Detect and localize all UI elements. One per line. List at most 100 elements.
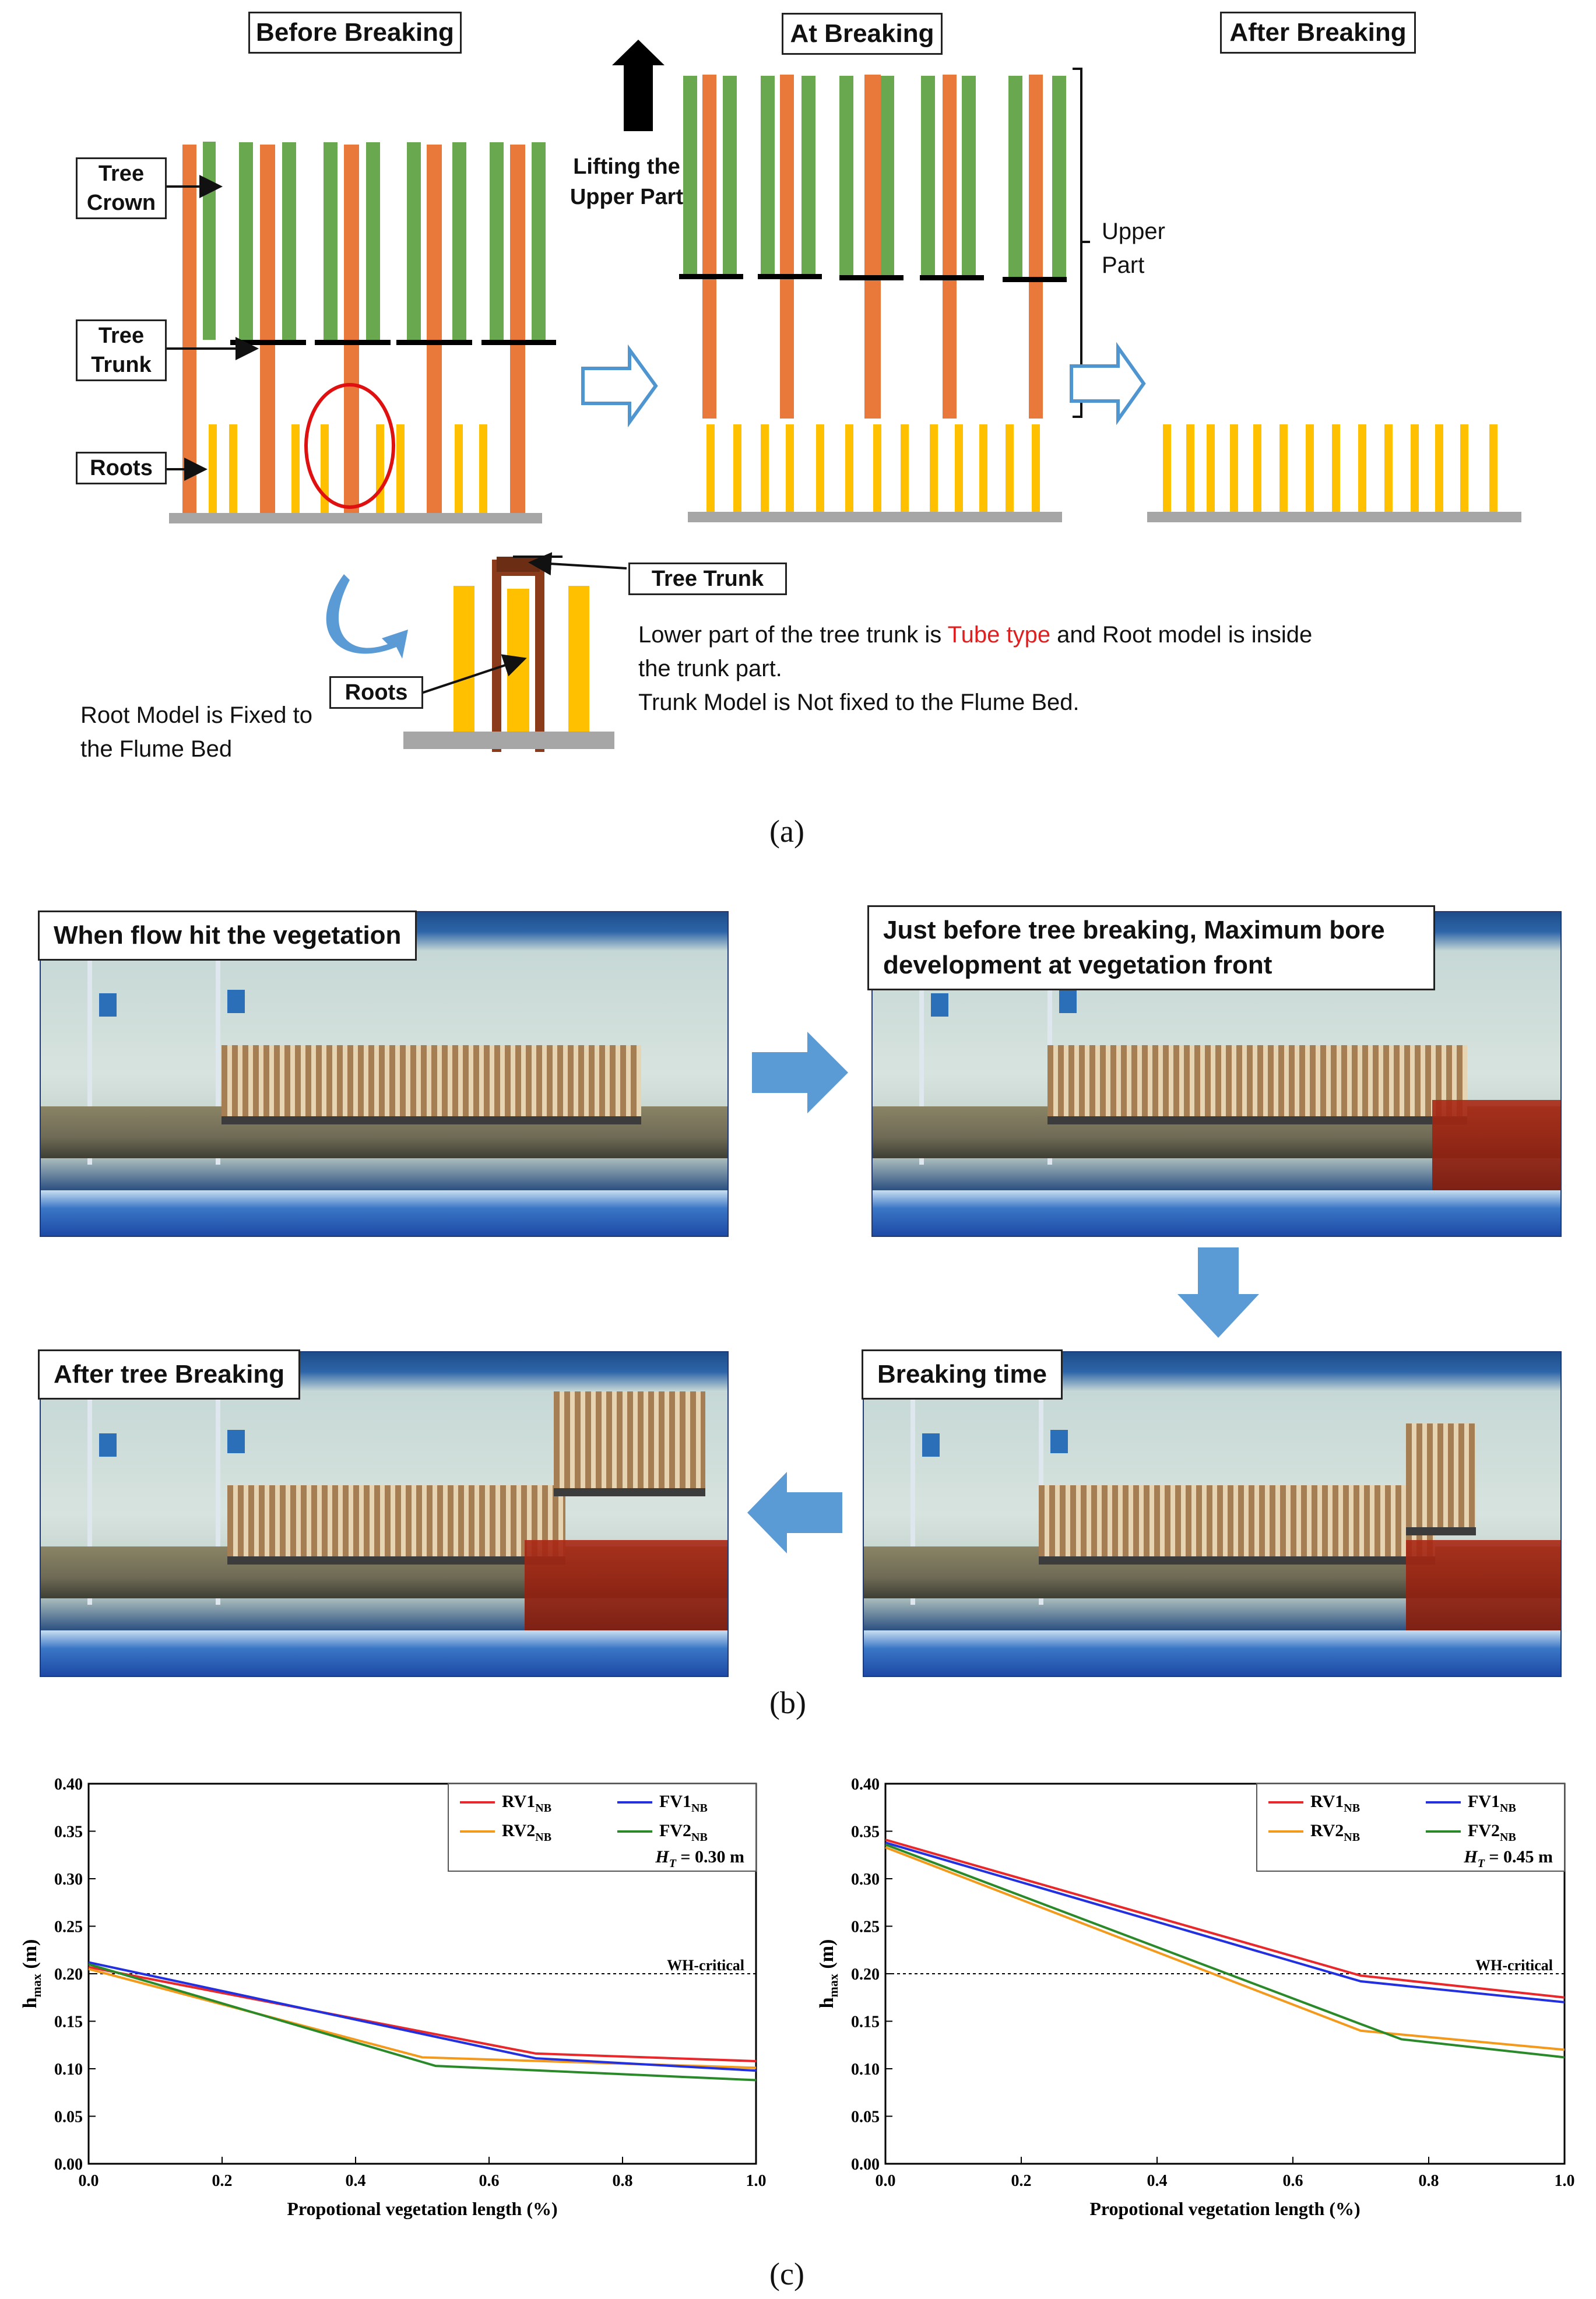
title-at-breaking: At Breaking: [782, 13, 943, 55]
y-tick-label: 0.30: [54, 1871, 83, 1889]
series-line-fv2: [88, 1963, 757, 2082]
caption-a: (a): [769, 814, 804, 849]
note-root-fixed: Root Model is Fixed to the Flume Bed: [80, 702, 312, 762]
y-tick-label: 0.10: [851, 2061, 880, 2079]
x-tick-label: 0.0: [79, 2172, 99, 2190]
crown-6: [407, 142, 421, 340]
series-line-fv1: [885, 1841, 1565, 2003]
y-tick-label: 0.20: [851, 1966, 880, 1984]
chart-right: 0.00 0.05 0.10 0.15 0.20 0.25 0.30 0.35 0.40 0.0 0…: [816, 1776, 1575, 2219]
before-breaking-diagram: [166, 142, 556, 523]
note-tube-type: Lower part of the tree trunk is Tube typ…: [638, 618, 1513, 719]
crown-5: [366, 142, 380, 340]
x-tick-label: 1.0: [746, 2172, 767, 2190]
series-line-rv2: [885, 1846, 1565, 2051]
photo-after-breaking: [40, 1351, 729, 1677]
curved-arrow-icon: [326, 574, 408, 659]
break-line-1: [230, 340, 306, 345]
y-tick-label: 0.25: [54, 1918, 83, 1936]
reference-label: WH-critical: [1475, 1957, 1553, 1974]
flume-bed-at: [688, 512, 1062, 522]
label-breaking-time: Breaking time: [862, 1349, 1063, 1400]
break-line-4: [481, 340, 556, 345]
trunk-3: [344, 145, 359, 513]
y-tick-label: 0.15: [54, 2013, 83, 2031]
upper-part-bracket: [1073, 68, 1090, 418]
detail-diagram: [326, 552, 627, 752]
note-line3: Trunk Model is Not fixed to the Flume Be…: [638, 690, 1080, 715]
sequence-arrows: [747, 1032, 1259, 1553]
crown-2: [239, 142, 253, 340]
note-line1-post: and Root model is inside: [1050, 622, 1313, 648]
schematic-diagram: [166, 40, 1521, 752]
photo-breaking-time: [863, 1351, 1562, 1677]
x-tick-label: 0.4: [1147, 2172, 1168, 2190]
height-annotation: HT = 0.45 m: [1463, 1847, 1553, 1870]
label-tree-crown: Tree Crown: [76, 157, 167, 219]
y-tick-label: 0.05: [54, 2108, 83, 2126]
label-upper-part: Upper Part: [1102, 219, 1165, 278]
label-roots-detail: Roots: [329, 676, 423, 709]
note-highlight: Tube type: [947, 622, 1051, 648]
x-tick-label: 0.6: [1283, 2172, 1303, 2190]
y-tick-label: 0.30: [851, 1871, 880, 1889]
caption-c: (c): [769, 2256, 804, 2291]
x-tick-label: 0.6: [479, 2172, 500, 2190]
caption-b: (b): [769, 1685, 806, 1720]
x-axis-label: Propotional vegetation length (%): [1089, 2198, 1360, 2219]
y-tick-label: 0.35: [54, 1823, 83, 1841]
legend-label-fv1: FV1NB: [1468, 1792, 1516, 1815]
y-tick-label: 0.10: [54, 2061, 83, 2079]
trunk-1: [182, 145, 196, 513]
crown-3: [282, 142, 296, 340]
series-line-rv1: [885, 1839, 1565, 1999]
label-tree-trunk-detail: Tree Trunk: [628, 563, 787, 595]
label-flow-hit: When flow hit the vegetation: [38, 911, 417, 961]
series-line-fv1: [88, 1961, 757, 2072]
x-tick-label: 0.2: [1011, 2172, 1032, 2190]
height-annotation: HT = 0.30 m: [655, 1847, 744, 1870]
arrow-right-icon: [752, 1032, 848, 1113]
lift-arrow-icon: [612, 40, 665, 131]
y-tick-label: 0.20: [54, 1966, 83, 1984]
after-breaking-diagram: [1147, 424, 1521, 522]
y-tick-label: 0.40: [851, 1776, 880, 1794]
roots-before: [209, 424, 487, 513]
break-line-3: [396, 340, 472, 345]
y-tick-label: 0.35: [851, 1823, 880, 1841]
trunk-4: [427, 145, 442, 513]
arrow-left-icon: [747, 1472, 842, 1553]
label-tree-trunk: Tree Trunk: [76, 319, 167, 381]
crown-7: [452, 142, 466, 340]
x-tick-label: 0.8: [1419, 2172, 1439, 2190]
y-tick-label: 0.00: [851, 2156, 880, 2174]
flume-bed-detail: [403, 732, 614, 749]
note-line1-pre: Lower part of the tree trunk is: [638, 622, 948, 648]
title-after-breaking: After Breaking: [1220, 12, 1416, 54]
trunk-5: [510, 145, 525, 513]
y-axis-label: hmax (m): [19, 1939, 44, 2009]
photo-flow-hit: [40, 911, 729, 1237]
x-tick-label: 1.0: [1555, 2172, 1575, 2190]
highlight-circle: [304, 383, 395, 509]
x-tick-label: 0.0: [876, 2172, 896, 2190]
chart-left: 0.00 0.05 0.10 0.15 0.20 0.25 0.30 0.35 0.40 0.0 0…: [19, 1776, 767, 2219]
title-before-breaking: Before Breaking: [248, 12, 462, 54]
arrow-down-icon: [1177, 1247, 1259, 1338]
label-after-breaking: After tree Breaking: [38, 1349, 301, 1400]
trunk-2: [260, 145, 275, 513]
crown-8: [490, 142, 504, 340]
label-roots: Roots: [76, 452, 167, 484]
roots-at: [706, 424, 1040, 512]
note-line2: the trunk part.: [638, 656, 782, 681]
x-tick-label: 0.4: [346, 2172, 366, 2190]
x-tick-label: 0.8: [613, 2172, 633, 2190]
flume-bed-after: [1147, 512, 1521, 522]
y-tick-label: 0.25: [851, 1918, 880, 1936]
flume-bed-before: [169, 513, 542, 523]
reference-label: WH-critical: [667, 1957, 744, 1974]
x-tick-label: 0.2: [212, 2172, 233, 2190]
series-line-rv1: [88, 1966, 757, 2062]
y-tick-label: 0.40: [54, 1776, 83, 1794]
flow-arrow-icon-1: [581, 344, 658, 428]
